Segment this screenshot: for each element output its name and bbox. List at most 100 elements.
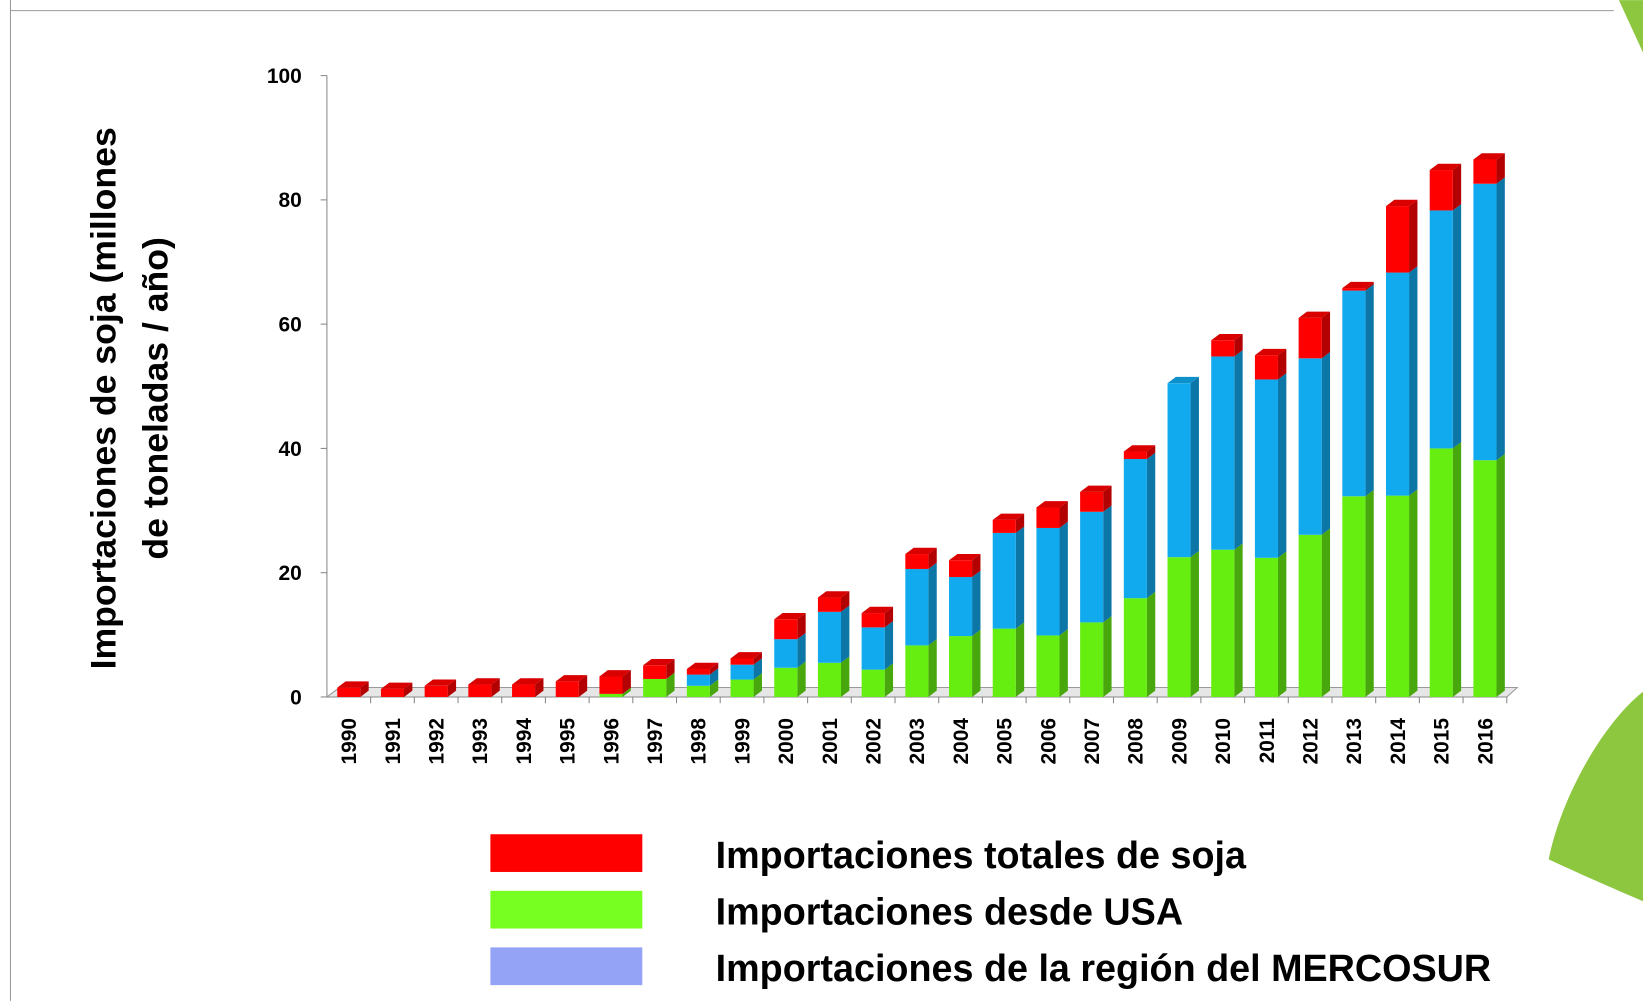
bar-side (1234, 334, 1243, 357)
bar-top (1254, 348, 1287, 356)
y-tick-label: 0 (290, 686, 302, 709)
bar-side (622, 687, 631, 697)
x-tick-label: 2013 (1343, 718, 1366, 765)
x-tick-label: 1999 (731, 718, 754, 765)
bar (1386, 272, 1410, 496)
y-axis-label: Importaciones de soja (millones (83, 127, 123, 669)
bar-top (1473, 153, 1505, 160)
bar-top (949, 553, 981, 561)
bar (686, 674, 710, 686)
bar-side (535, 678, 544, 697)
bar (1298, 534, 1322, 697)
x-tick-label: 1995 (557, 718, 580, 765)
bar (992, 532, 1016, 629)
legend-label: Importaciones de la región del MERCOSUR (716, 947, 1491, 989)
x-tick-label: 2011 (1256, 718, 1279, 764)
x-tick-label: 2010 (1212, 718, 1235, 765)
bar-side (1103, 485, 1112, 512)
x-tick-label: 2009 (1168, 718, 1191, 765)
y-tick-label: 40 (278, 438, 301, 461)
bar (1254, 379, 1278, 558)
bar (905, 568, 929, 646)
bar-side (1321, 311, 1331, 359)
bar (817, 662, 841, 697)
bar-side (666, 672, 675, 697)
bar-side (1190, 550, 1199, 697)
legend-swatch (490, 947, 643, 986)
bar-side (840, 656, 850, 697)
bar (643, 665, 667, 679)
x-tick-label: 2006 (1037, 718, 1060, 765)
bar-side (1452, 442, 1462, 697)
bar-top (337, 681, 369, 688)
bar (774, 639, 798, 668)
bar-side (1452, 163, 1462, 211)
x-tick-label: 2003 (906, 718, 929, 765)
bar-side (1015, 622, 1025, 697)
bar (861, 669, 885, 697)
bar-side (884, 606, 894, 628)
bar (992, 628, 1016, 697)
bar-top (992, 513, 1025, 520)
bar-side (666, 658, 675, 679)
bar-side (1059, 501, 1068, 528)
x-tick-label: 1990 (338, 718, 361, 765)
x-tick-label: 2008 (1125, 718, 1148, 765)
bar-side (840, 591, 850, 612)
bar (949, 636, 973, 697)
bar-side (972, 553, 981, 578)
bar (949, 577, 973, 637)
bar-side (972, 570, 981, 637)
decor (1548, 691, 1643, 902)
bar (1080, 622, 1104, 697)
bar (1473, 159, 1497, 184)
bar (1386, 495, 1410, 697)
bar (468, 684, 492, 697)
bar (1254, 557, 1278, 697)
x-tick-label: 2007 (1081, 718, 1104, 765)
bar (774, 619, 798, 640)
bar (1036, 527, 1060, 636)
bar-side (840, 605, 850, 663)
bar-top (1342, 281, 1374, 289)
bar-side (753, 652, 762, 665)
bar-side (753, 673, 762, 697)
bar (1298, 358, 1322, 535)
x-tick-label: 2002 (862, 718, 885, 765)
y-tick-label: 20 (278, 562, 301, 585)
bar (337, 687, 361, 697)
x-tick-label: 1993 (469, 718, 492, 765)
bar-side (1146, 452, 1156, 599)
bar (1211, 356, 1235, 550)
bar-side (928, 639, 937, 697)
bar (817, 597, 841, 612)
bar-side (1146, 591, 1156, 697)
bar-top (380, 682, 413, 689)
bar-side (1234, 543, 1243, 697)
bar-side (1452, 204, 1462, 449)
bar-side (1496, 153, 1505, 184)
bar-top (468, 678, 500, 685)
bar-side (884, 663, 894, 697)
x-tick-label: 2000 (775, 718, 798, 765)
bar (861, 613, 885, 628)
y-tick-label: 60 (278, 313, 301, 336)
bar-side (1103, 505, 1112, 623)
bar-top (905, 547, 937, 555)
bar-top (774, 613, 806, 620)
bar (512, 684, 536, 697)
bar (1123, 458, 1147, 599)
bar-side (972, 629, 981, 697)
bar (1429, 170, 1453, 211)
bar (774, 667, 798, 697)
bar-top (424, 679, 457, 686)
bar-side (797, 661, 806, 697)
bar (643, 678, 667, 697)
bar (1167, 383, 1191, 558)
bar (1211, 549, 1235, 697)
bar-top (861, 606, 894, 614)
bar (1342, 496, 1366, 697)
bar-side (1103, 616, 1112, 697)
decor (1618, 0, 1643, 53)
bar-side (1059, 629, 1068, 697)
